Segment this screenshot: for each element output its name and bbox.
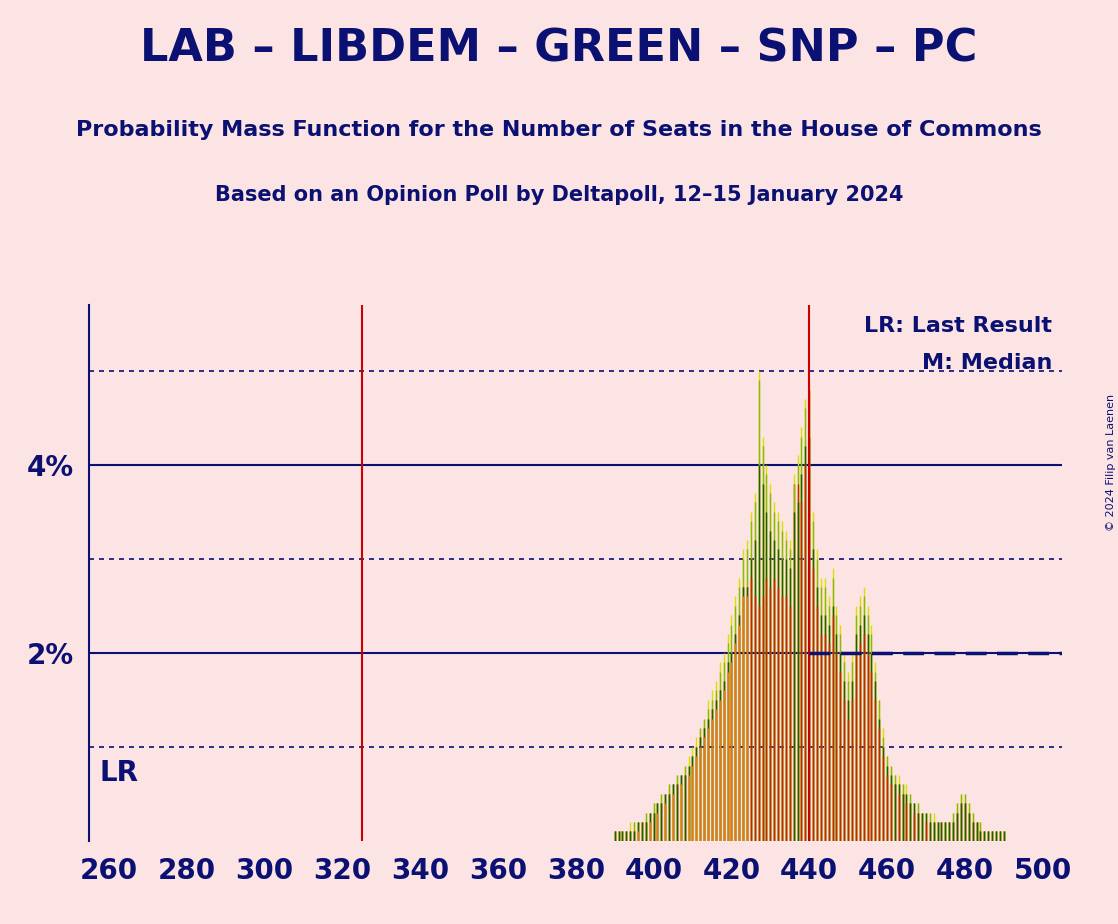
Text: Probability Mass Function for the Number of Seats in the House of Commons: Probability Mass Function for the Number… [76, 120, 1042, 140]
Text: LAB – LIBDEM – GREEN – SNP – PC: LAB – LIBDEM – GREEN – SNP – PC [141, 28, 977, 71]
Text: LR: Last Result: LR: Last Result [864, 316, 1052, 335]
Text: © 2024 Filip van Laenen: © 2024 Filip van Laenen [1106, 394, 1116, 530]
Text: M: Median: M: Median [922, 353, 1052, 373]
Text: LR: LR [100, 760, 139, 787]
Text: Based on an Opinion Poll by Deltapoll, 12–15 January 2024: Based on an Opinion Poll by Deltapoll, 1… [215, 185, 903, 205]
